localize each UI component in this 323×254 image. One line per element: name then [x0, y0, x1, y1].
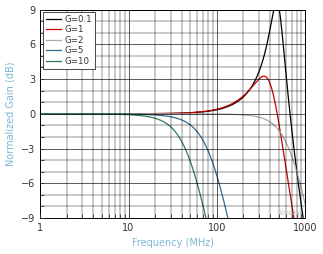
G=0.1: [303, 230, 307, 233]
Line: G=5: G=5: [40, 114, 305, 254]
X-axis label: Frequency (MHz): Frequency (MHz): [132, 239, 214, 248]
G=0.1: [38, 112, 42, 115]
G=1: [84, 112, 88, 115]
G=2: [151, 112, 155, 115]
G=10: [68, 112, 72, 115]
G=2: [84, 112, 88, 115]
G=2: [140, 112, 144, 115]
G=2: [68, 112, 72, 115]
Line: G=2: G=2: [40, 114, 305, 204]
G=2: [298, 182, 302, 185]
G=1: [270, 87, 274, 90]
G=1: [151, 112, 155, 115]
G=0.1: [68, 112, 72, 115]
G=10: [151, 116, 155, 119]
G=0.1: [151, 112, 155, 115]
G=5: [151, 113, 155, 116]
G=10: [38, 112, 42, 115]
G=0.1: [84, 112, 88, 115]
Text: ©2021: ©2021: [278, 211, 300, 216]
G=1: [38, 112, 42, 115]
G=2: [38, 112, 42, 115]
G=5: [38, 112, 42, 115]
G=2: [303, 203, 307, 206]
G=10: [140, 114, 144, 117]
G=10: [84, 112, 88, 115]
G=2: [269, 121, 273, 124]
G=0.1: [269, 20, 273, 23]
G=1: [68, 112, 72, 115]
Legend: G=0.1, G=1, G=2, G=5, G=10: G=0.1, G=1, G=2, G=5, G=10: [43, 12, 96, 69]
G=1: [140, 112, 144, 115]
Line: G=10: G=10: [40, 114, 305, 254]
G=0.1: [275, 0, 279, 3]
Line: G=1: G=1: [40, 76, 305, 254]
G=5: [84, 112, 88, 115]
G=0.1: [140, 112, 144, 115]
G=5: [68, 112, 72, 115]
Y-axis label: Normalized Gain (dB): Normalized Gain (dB): [5, 61, 16, 166]
Line: G=0.1: G=0.1: [40, 2, 305, 232]
G=0.1: [298, 195, 302, 198]
G=5: [140, 113, 144, 116]
G=1: [262, 75, 266, 78]
